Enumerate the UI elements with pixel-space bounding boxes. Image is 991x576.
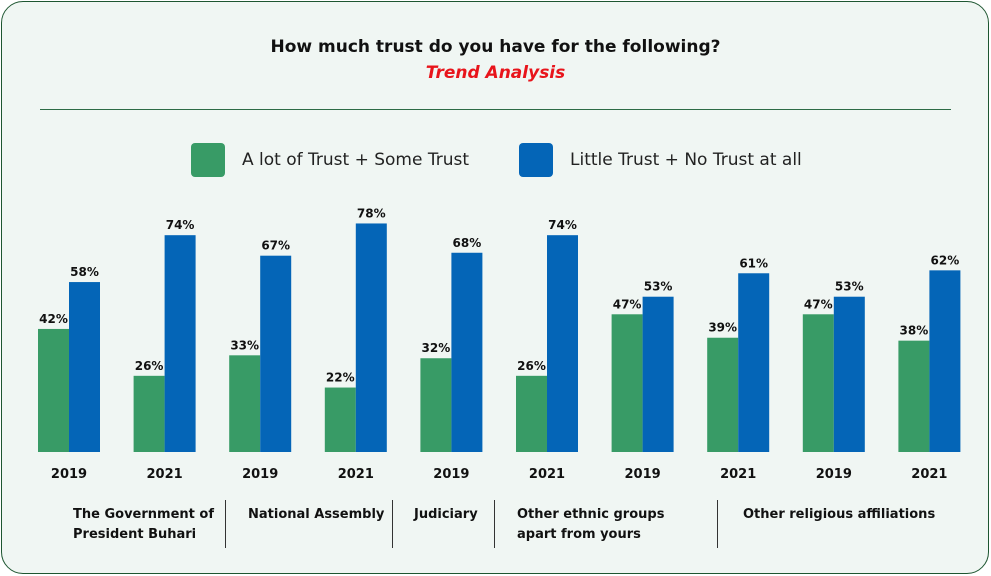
bar-series-1-6 xyxy=(611,314,643,452)
bar-series-1-7 xyxy=(707,337,739,452)
category-label-7: 2021 xyxy=(720,467,756,482)
bar-series-2-7 xyxy=(738,273,770,452)
category-label-6: 2019 xyxy=(625,467,661,482)
bar-series-1-5 xyxy=(516,375,547,452)
legend-label-series-1: A lot of Trust + Some Trust xyxy=(242,150,470,170)
bar-series-2-4 xyxy=(451,252,483,452)
title-divider xyxy=(40,109,951,110)
group-label-government: The Government of President Buhari xyxy=(73,507,214,542)
bar-series-2-8 xyxy=(833,296,865,452)
bar-series-1-3 xyxy=(324,387,356,452)
bar-series-2-2 xyxy=(260,255,292,452)
bar-series-2-3 xyxy=(355,223,387,452)
category-label-1: 2021 xyxy=(147,467,183,482)
bar-series-2-1 xyxy=(164,235,196,452)
bar-series-1-2 xyxy=(229,355,261,452)
data-label-series-1-0: 42% xyxy=(39,312,68,326)
group-divider xyxy=(225,500,226,548)
bar-series-1-0 xyxy=(38,328,69,452)
data-label-series-2-5: 74% xyxy=(548,218,577,232)
bar-series-2-0 xyxy=(69,282,100,452)
chart-title: How much trust do you have for the follo… xyxy=(270,37,721,57)
data-label-series-2-6: 53% xyxy=(644,280,673,294)
data-label-series-2-9: 62% xyxy=(931,253,960,267)
category-label-4: 2019 xyxy=(433,467,469,482)
bar-series-1-4 xyxy=(420,358,452,452)
data-label-series-2-2: 67% xyxy=(261,239,290,253)
category-label-0: 2019 xyxy=(51,467,87,482)
data-label-series-1-2: 33% xyxy=(230,338,259,352)
data-label-series-2-4: 68% xyxy=(453,236,482,250)
data-label-series-1-8: 47% xyxy=(804,297,833,311)
chart-subtitle: Trend Analysis xyxy=(425,63,566,83)
group-label-national-assembly: National Assembly xyxy=(248,507,385,522)
data-label-series-1-4: 32% xyxy=(422,341,451,355)
group-label-religious: Other religious affiliations xyxy=(743,507,936,522)
legend-label-series-2: Little Trust + No Trust at all xyxy=(570,150,802,170)
bar-series-2-5 xyxy=(547,235,578,452)
group-label-ethnic-groups: Other ethnic groups apart from yours xyxy=(517,507,665,542)
data-label-series-2-8: 53% xyxy=(835,280,864,294)
bar-series-1-1 xyxy=(133,375,165,452)
data-label-series-1-9: 38% xyxy=(900,324,929,338)
category-label-3: 2021 xyxy=(338,467,374,482)
category-label-2: 2019 xyxy=(242,467,278,482)
bar-series-1-9 xyxy=(898,340,930,452)
data-label-series-1-1: 26% xyxy=(135,359,164,373)
category-label-8: 2019 xyxy=(816,467,852,482)
group-label-judiciary: Judiciary xyxy=(414,507,478,522)
bar-series-2-9 xyxy=(929,270,961,452)
category-label-5: 2021 xyxy=(529,467,565,482)
bar-series-2-6 xyxy=(642,296,674,452)
legend-item-series-1: A lot of Trust + Some Trust xyxy=(191,143,469,177)
data-label-series-1-6: 47% xyxy=(613,297,642,311)
group-divider xyxy=(494,500,495,548)
legend-swatch-series-1 xyxy=(191,143,225,177)
group-divider xyxy=(392,500,393,548)
bar-series-1-8 xyxy=(802,314,834,452)
data-label-series-2-0: 58% xyxy=(70,265,99,279)
group-divider xyxy=(717,500,718,548)
data-label-series-1-3: 22% xyxy=(326,371,355,385)
legend-item-series-2: Little Trust + No Trust at all xyxy=(519,143,802,177)
data-label-series-1-5: 26% xyxy=(517,359,546,373)
category-label-9: 2021 xyxy=(911,467,947,482)
data-label-series-2-7: 61% xyxy=(739,256,768,270)
data-label-series-2-1: 74% xyxy=(166,218,195,232)
legend-swatch-series-2 xyxy=(519,143,553,177)
data-label-series-2-3: 78% xyxy=(357,206,386,220)
data-label-series-1-7: 39% xyxy=(708,321,737,335)
